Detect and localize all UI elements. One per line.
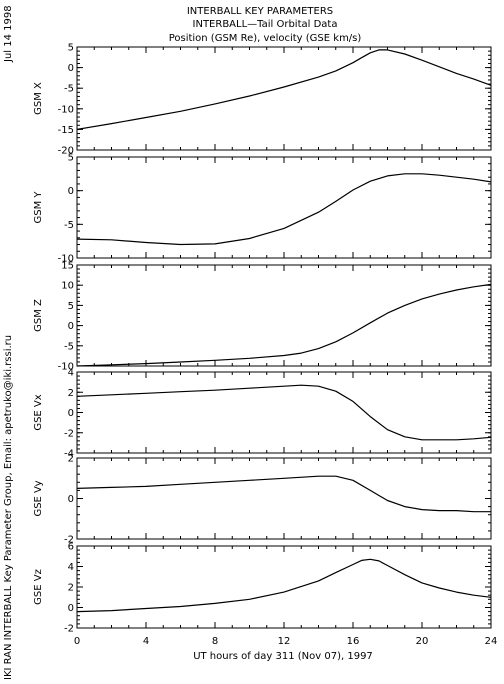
y-tick-label: 6 (68, 542, 74, 553)
y-tick-label: 5 (68, 43, 74, 54)
x-tick-label: 8 (212, 636, 218, 647)
y-axis-label: GSE Vy (33, 480, 44, 516)
series-line (76, 384, 492, 441)
y-tick-label: -5 (64, 341, 74, 352)
panel-frame (76, 545, 492, 629)
y-tick-label: 0 (68, 63, 74, 74)
y-tick-label: 15 (61, 261, 74, 272)
panel-gse-vx: 4 2 0 -2 -4 GSE Vx (33, 368, 492, 460)
y-axis-label: GSE Vx (33, 394, 44, 430)
y-tick-label: -15 (58, 125, 74, 136)
y-axis-label: GSM Y (33, 191, 44, 224)
y-tick-label: 0 (68, 186, 74, 197)
y-tick-label: -4 (64, 449, 74, 460)
x-tick-label: 24 (485, 636, 498, 647)
panel-gsm-y: 5 0 -5 -10 GSM Y (33, 153, 492, 265)
panel-frame (76, 371, 492, 454)
generation-date: Jul 14 1998 (3, 5, 14, 63)
panel-gse-vy: 2 0 -2 GSE Vy (33, 454, 492, 546)
y-tick-label: 4 (68, 562, 74, 573)
panel-gsm-z: 15 10 5 0 -5 -10 GSM Z (33, 261, 492, 373)
y-tick-label: 2 (68, 454, 74, 465)
y-tick-label: -2 (64, 428, 74, 439)
y-tick-label: 2 (68, 583, 74, 594)
y-tick-label: -5 (64, 220, 74, 231)
y-tick-label: 0 (68, 494, 74, 505)
y-tick-label: 2 (68, 388, 74, 399)
y-axis-label: GSM X (33, 82, 44, 115)
panel-frame (76, 156, 492, 259)
chart-title-line-2: INTERBALL—Tail Orbital Data (193, 19, 338, 30)
y-tick-label: -10 (58, 362, 74, 373)
y-tick-label: 5 (68, 153, 74, 164)
y-tick-label: 0 (68, 321, 74, 332)
y-axis-label: GSM Z (33, 299, 44, 332)
x-tick-label: 16 (347, 636, 360, 647)
y-tick-label: -2 (64, 624, 74, 635)
x-tick-label: 4 (143, 636, 149, 647)
y-tick-label: 0 (68, 408, 74, 419)
y-axis-label: GSE Vz (33, 569, 44, 605)
series-line (76, 283, 492, 367)
series-line (76, 558, 492, 613)
y-tick-label: -10 (58, 254, 74, 265)
series-line (76, 49, 492, 130)
x-tick-label: 12 (278, 636, 291, 647)
x-tick-label: 20 (416, 636, 429, 647)
y-tick-label: -2 (64, 535, 74, 546)
y-tick-label: 10 (61, 281, 74, 292)
y-tick-label: -20 (58, 146, 74, 157)
series-line (76, 173, 492, 246)
panel-frame (76, 264, 492, 367)
credit-line: IKI RAN INTERBALL Key Parameter Group, E… (3, 335, 14, 680)
y-tick-label: -5 (64, 84, 74, 95)
panel-gse-vz: 6 4 2 0 -2 GSE Vz (33, 542, 492, 635)
y-tick-label: 0 (68, 603, 74, 614)
series-line (76, 475, 491, 513)
y-tick-label: 4 (68, 368, 74, 379)
chart-title-line-3: Position (GSM Re), velocity (GSE km/s) (169, 33, 362, 44)
y-tick-label: -10 (58, 104, 74, 115)
chart-title-line-1: INTERBALL KEY PARAMETERS (187, 6, 333, 17)
panel-frame (76, 457, 492, 540)
y-tick-label: 5 (68, 301, 74, 312)
x-axis-label: UT hours of day 311 (Nov 07), 1997 (193, 651, 373, 662)
x-tick-label: 0 (74, 636, 80, 647)
panel-gsm-x: 5 0 -5 -10 -15 -20 GSM X (33, 43, 492, 157)
